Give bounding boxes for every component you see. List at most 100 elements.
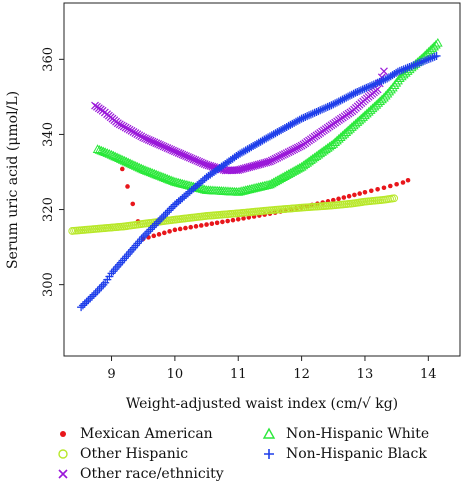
data-point <box>269 155 278 164</box>
data-point <box>344 92 353 101</box>
data-point <box>432 37 443 47</box>
legend-x-icon <box>58 469 68 479</box>
data-point <box>305 111 314 120</box>
x-tick-label: 14 <box>420 367 437 382</box>
data-point <box>323 102 332 111</box>
series-non-hispanic-black <box>77 51 441 312</box>
legend-circle-icon <box>58 449 68 459</box>
data-point <box>131 241 140 250</box>
plot-frame <box>63 2 461 357</box>
data-point <box>295 115 304 124</box>
data-point <box>102 148 113 157</box>
data-point <box>318 105 327 114</box>
data-point <box>432 51 441 60</box>
data-point <box>193 224 199 229</box>
data-point <box>137 235 146 244</box>
data-point <box>125 125 134 134</box>
data-point <box>367 81 376 90</box>
data-point <box>366 82 375 91</box>
chart-svg: 9 10 11 12 13 14 300 320 340 360 Weight-adjusted… <box>5 2 461 412</box>
data-point <box>405 177 411 183</box>
data-point <box>146 225 155 234</box>
data-point <box>198 223 204 228</box>
data-point <box>352 192 357 198</box>
data-point <box>394 181 399 187</box>
series-other-race-ethnicity <box>91 67 388 175</box>
x-tick-label: 13 <box>357 367 374 382</box>
data-point <box>381 185 387 191</box>
data-point <box>214 220 220 226</box>
data-point <box>275 152 284 161</box>
data-point <box>225 218 230 224</box>
data-point <box>112 152 122 162</box>
data-point <box>156 232 162 237</box>
data-point <box>86 294 95 303</box>
data-point <box>347 90 356 99</box>
data-point <box>94 144 105 154</box>
data-point <box>338 95 347 104</box>
data-point <box>351 88 360 97</box>
data-point <box>109 267 118 276</box>
legend-item-mexican-american: Mexican American <box>52 424 213 444</box>
data-point <box>235 217 241 222</box>
data-point <box>119 155 130 165</box>
data-point <box>279 151 287 159</box>
data-point <box>144 227 153 236</box>
data-point <box>290 145 299 154</box>
y-tick-label: 320 <box>41 197 56 222</box>
data-point <box>329 100 338 109</box>
data-point <box>306 110 315 119</box>
data-point <box>132 161 143 171</box>
data-point <box>284 148 293 157</box>
data-point <box>167 229 172 234</box>
data-point <box>177 226 183 232</box>
legend-label: Non-Hispanic White <box>286 426 430 442</box>
data-point <box>392 68 401 77</box>
data-point <box>157 213 166 222</box>
data-point <box>360 84 369 93</box>
data-point <box>111 265 120 274</box>
x-tick-label: 10 <box>167 367 184 382</box>
x-axis-title: Weight-adjusted waist index (cm/√ kg) <box>126 396 398 412</box>
y-axis-title: Serum uric acid (μmol/L) <box>5 91 21 269</box>
data-point <box>326 140 337 150</box>
data-point <box>426 54 435 63</box>
data-point <box>120 254 129 263</box>
data-point <box>397 66 406 75</box>
data-point <box>159 212 168 221</box>
data-point <box>341 195 347 200</box>
x-tick-label: 11 <box>230 367 247 382</box>
data-point <box>136 163 147 173</box>
data-point <box>241 216 246 221</box>
data-point <box>405 62 414 71</box>
data-point <box>128 245 137 254</box>
legend-label: Non-Hispanic Black <box>286 446 427 462</box>
data-point <box>282 149 291 158</box>
data-point <box>183 225 188 231</box>
data-point <box>403 63 412 72</box>
data-point <box>375 77 384 86</box>
data-point <box>155 215 164 224</box>
data-point <box>188 224 194 230</box>
data-point <box>129 160 139 169</box>
data-point <box>330 197 336 203</box>
data-point <box>113 262 122 271</box>
data-point <box>420 56 429 65</box>
data-point <box>371 79 380 88</box>
data-point <box>119 166 125 172</box>
data-point <box>297 114 306 123</box>
data-point <box>327 101 336 110</box>
x-tick-label: 12 <box>293 367 310 382</box>
data-point <box>288 146 297 155</box>
data-point <box>340 94 349 103</box>
data-point <box>319 104 328 113</box>
data-point <box>301 112 310 121</box>
data-point <box>316 106 325 115</box>
data-point <box>129 128 138 136</box>
data-point <box>104 148 115 158</box>
data-point <box>422 55 431 64</box>
data-point <box>401 64 410 73</box>
data-point <box>331 99 340 108</box>
data-point <box>80 299 89 308</box>
data-point <box>381 75 390 84</box>
